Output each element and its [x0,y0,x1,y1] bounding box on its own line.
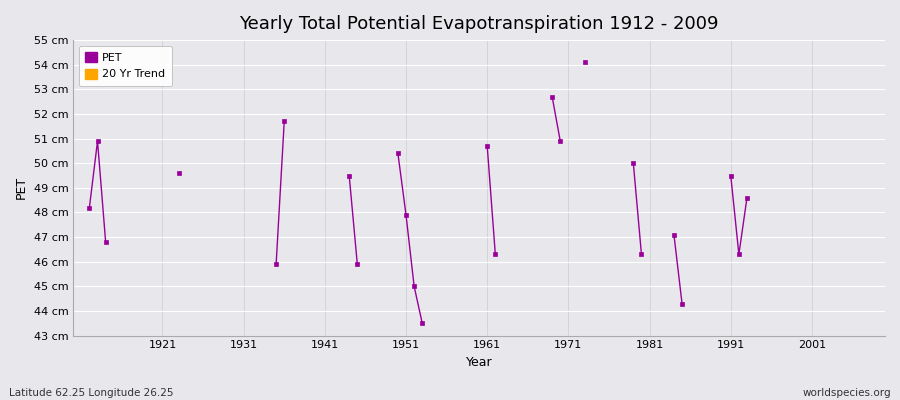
X-axis label: Year: Year [466,356,492,369]
Text: Latitude 62.25 Longitude 26.25: Latitude 62.25 Longitude 26.25 [9,388,174,398]
Text: worldspecies.org: worldspecies.org [803,388,891,398]
Title: Yearly Total Potential Evapotranspiration 1912 - 2009: Yearly Total Potential Evapotranspiratio… [239,15,719,33]
Legend: PET, 20 Yr Trend: PET, 20 Yr Trend [78,46,172,86]
Y-axis label: PET: PET [15,176,28,200]
